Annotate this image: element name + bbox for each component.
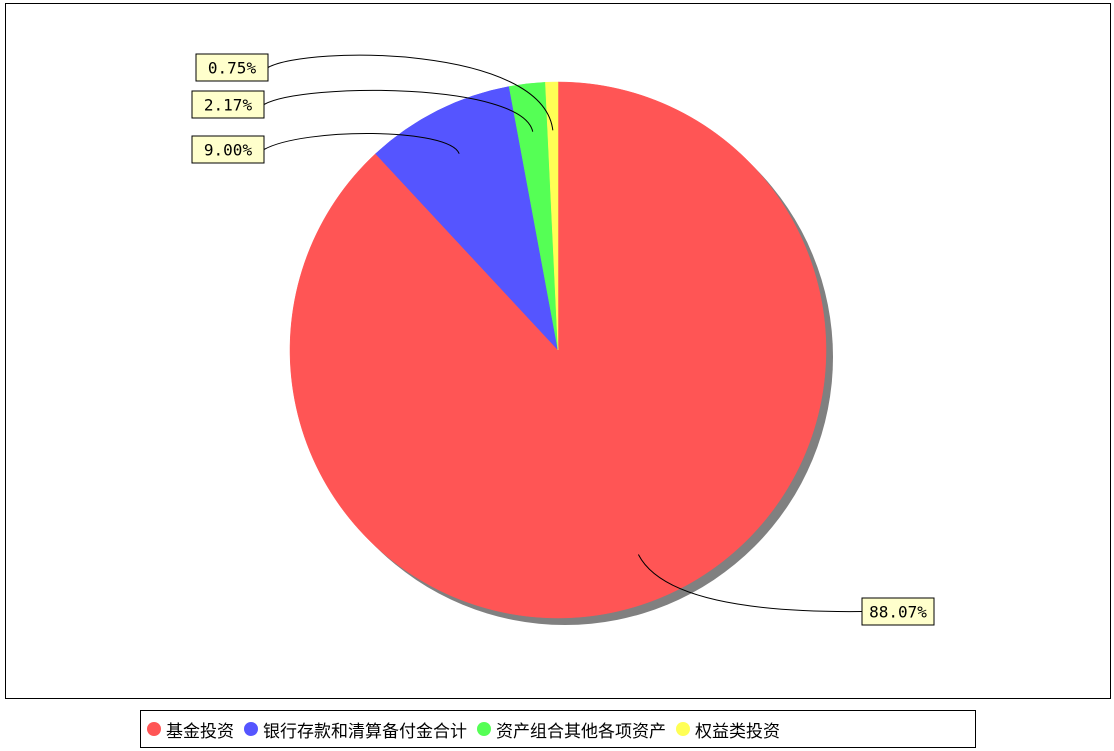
legend: 基金投资 银行存款和清算备付金合计 资产组合其他各项资产 权益类投资 [140, 710, 976, 748]
value-label-box [191, 90, 265, 119]
legend-label: 基金投资 [166, 721, 234, 742]
pie-slices [289, 81, 827, 619]
legend-item: 基金投资 [147, 717, 234, 742]
value-label-box [195, 53, 269, 82]
legend-swatch [147, 722, 161, 736]
legend-item: 银行存款和清算备付金合计 [244, 717, 467, 742]
label-leader-line [263, 133, 460, 154]
pie-slice [375, 86, 559, 351]
pie-chart: 88.07% 9.00% 2.17% 0.75% [191, 53, 935, 626]
legend-label: 银行存款和清算备付金合计 [263, 721, 467, 742]
value-label: 2.17% [204, 96, 253, 115]
value-label: 0.75% [208, 59, 257, 78]
legend-item: 权益类投资 [676, 717, 780, 742]
legend-swatch [676, 722, 690, 736]
pie-slice [545, 81, 559, 351]
legend-item: 资产组合其他各项资产 [477, 717, 666, 742]
label-leader-line [267, 54, 554, 131]
value-label: 88.07% [869, 603, 927, 622]
legend-swatch [477, 722, 491, 736]
label-leader-line [637, 554, 863, 613]
legend-label: 权益类投资 [695, 721, 780, 742]
value-label-box [861, 597, 935, 626]
value-label: 9.00% [204, 141, 253, 160]
pie-labels: 88.07% 9.00% 2.17% 0.75% [191, 53, 935, 626]
label-leader-line [263, 89, 534, 132]
legend-label: 资产组合其他各项资产 [496, 721, 666, 742]
legend-swatch [244, 722, 258, 736]
value-label-box [191, 135, 265, 164]
